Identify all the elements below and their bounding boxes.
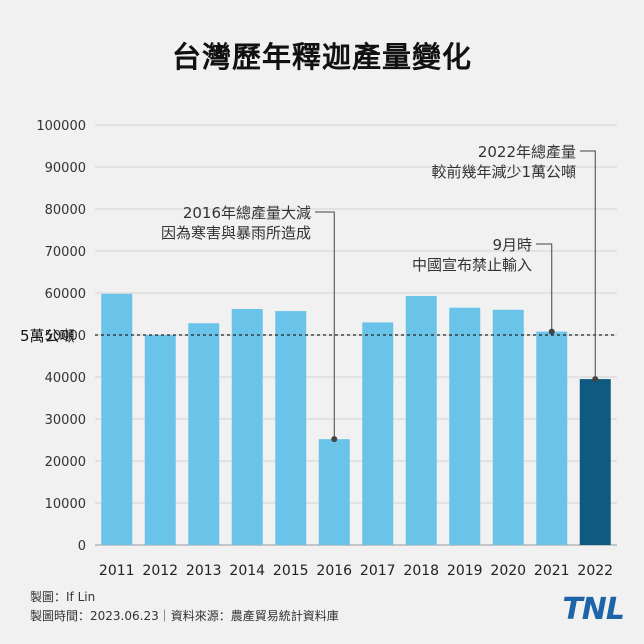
bar-2015: [275, 311, 307, 545]
annotation-text: 較前幾年減少1萬公噸: [431, 163, 576, 181]
annotation-text: 2016年總產量大減: [183, 204, 311, 222]
annotation-text: 因為寒害與暴雨所造成: [161, 224, 311, 242]
y-tick-label: 70000: [45, 245, 86, 260]
y-tick-label: 100000: [36, 119, 86, 134]
y-tick-label: 50000: [45, 329, 86, 344]
annotation-dot: [592, 376, 599, 383]
x-tick-label: 2021: [534, 563, 570, 579]
x-tick-label: 2017: [360, 563, 396, 579]
y-tick-label: 80000: [45, 203, 86, 218]
bar-2017: [362, 322, 394, 545]
x-tick-label: 2019: [447, 563, 483, 579]
reference-line-label: 5萬公噸: [20, 327, 75, 345]
x-tick-label: 2013: [186, 563, 222, 579]
x-tick-label: 2011: [99, 563, 135, 579]
x-tick-label: 2020: [490, 563, 526, 579]
x-tick-label: 2015: [273, 563, 309, 579]
annotation-dot: [548, 328, 555, 335]
gridlines: [95, 124, 617, 546]
y-tick-label: 40000: [45, 371, 86, 386]
x-tick-label: 2022: [577, 563, 613, 579]
y-tick-label: 90000: [45, 161, 86, 176]
x-tick-label: 2014: [229, 563, 265, 579]
bar-2013: [188, 323, 220, 545]
y-tick-label: 60000: [45, 287, 86, 302]
bar-2022: [579, 379, 611, 545]
annotation-leader: [536, 243, 553, 332]
bar-2011: [101, 293, 133, 545]
y-tick-label: 30000: [45, 413, 86, 428]
credit-date-source: 製圖時間：2023.06.23｜資料來源：農產貿易統計資料庫: [30, 609, 339, 623]
annotation-leader: [580, 150, 596, 380]
credit-maker: 製圖：If Lin: [30, 590, 96, 604]
x-axis-ticks: 2011 2012 2013 2014 2015 2016 2017 2018 2019 2020…: [99, 563, 613, 579]
annotation-text: 9月時: [492, 236, 532, 254]
annotation-text: 2022年總產量: [478, 143, 576, 161]
bar-2020: [492, 309, 524, 545]
y-axis-ticks: 0 10000 20000 30000 40000 50000 60000 70000 8000…: [36, 119, 86, 554]
bar-2012: [144, 335, 176, 545]
bar-2014: [231, 308, 263, 545]
y-tick-label: 0: [78, 539, 86, 554]
chart-title: 台灣歷年釋迦產量變化: [171, 40, 472, 74]
bar-2016: [318, 439, 350, 545]
bar-2021: [536, 331, 568, 545]
y-tick-label: 20000: [45, 455, 86, 470]
x-tick-label: 2016: [316, 563, 352, 579]
reference-line: 5萬公噸: [20, 327, 617, 345]
tnl-logo: TNL: [562, 592, 625, 627]
annotation-leader: [315, 211, 335, 440]
credits: 製圖：If Lin 製圖時間：2023.06.23｜資料來源：農產貿易統計資料庫: [30, 588, 339, 626]
annotation-text: 中國宣布禁止輸入: [412, 256, 532, 274]
x-tick-label: 2012: [142, 563, 178, 579]
bar-2018: [405, 295, 437, 545]
bars: [101, 293, 611, 545]
annotation-dot: [331, 436, 338, 443]
bar-2019: [449, 307, 481, 545]
y-tick-label: 10000: [45, 497, 86, 512]
x-tick-label: 2018: [403, 563, 439, 579]
